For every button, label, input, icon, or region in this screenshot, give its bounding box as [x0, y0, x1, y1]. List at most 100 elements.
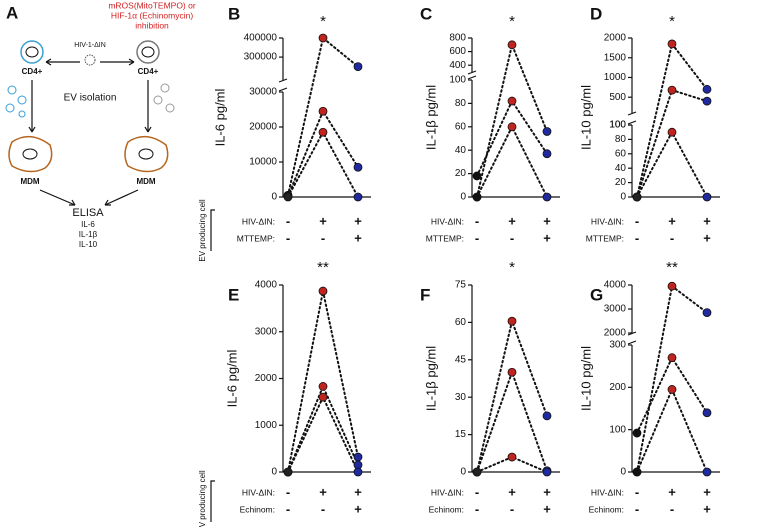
y-tick-label: 0 — [460, 467, 466, 478]
condition-mark: - — [510, 501, 514, 516]
condition-mark: + — [354, 501, 362, 516]
point — [507, 96, 517, 106]
macrophage — [124, 136, 169, 173]
condition-label: Echinom: — [589, 504, 624, 514]
point — [667, 385, 677, 394]
axis-break — [467, 70, 477, 80]
nucleus — [25, 46, 39, 58]
condition-mark: - — [286, 501, 290, 516]
point — [318, 33, 328, 43]
step-label: EV isolation — [64, 93, 117, 104]
y-tick-label: 1000 — [604, 72, 627, 83]
y-tick-label: 100 — [609, 120, 626, 131]
panel-label: E — [228, 285, 239, 304]
y-tick-label: 30 — [455, 392, 467, 403]
condition-mark: - — [321, 230, 325, 245]
bracket — [210, 209, 215, 251]
y-tick-label: 2000 — [604, 328, 627, 339]
y-tick-label: 80 — [455, 98, 467, 109]
y-tick-label: 1000 — [255, 420, 278, 431]
condition-mark: + — [319, 484, 327, 499]
point — [667, 39, 677, 49]
point — [318, 392, 328, 402]
condition-label: MTTEMP: — [426, 233, 464, 243]
condition-mark: - — [286, 484, 290, 499]
virus-label: HIV-1-ΔIN — [74, 42, 106, 49]
chart: E 0 1000 2000 3000 4000 IL-6 pg/ml ** HIV-ΔIN: - +… — [198, 259, 371, 527]
panel-label: D — [590, 4, 602, 23]
y-tick-label: 10000 — [249, 157, 277, 168]
point — [472, 192, 482, 202]
significance: * — [509, 259, 515, 276]
significance: * — [669, 13, 675, 30]
y-tick-label: 30000 — [249, 87, 277, 98]
condition-mark: - — [635, 213, 639, 228]
chart: C 0 20 40 60 80 100 400 600 800 IL-1β pg/ml * HIV-ΔI… — [420, 4, 560, 245]
condition-mark: + — [354, 213, 362, 228]
condition-label: HIV-ΔIN: — [242, 487, 275, 497]
point — [353, 62, 363, 72]
y-tick-label: 500 — [609, 92, 626, 103]
condition-mark: + — [508, 213, 516, 228]
y-tick-label: 100 — [449, 75, 466, 86]
condition-label: Echinom: — [240, 504, 275, 514]
condition-mark: + — [508, 484, 516, 499]
condition-mark: + — [354, 230, 362, 245]
point — [507, 316, 517, 326]
condition-mark: - — [475, 501, 479, 516]
point — [702, 467, 712, 477]
virus — [84, 54, 96, 66]
y-axis-label: IL-6 pg/ml — [224, 349, 239, 407]
analyte: IL-10 — [79, 240, 98, 249]
condition-mark: - — [475, 230, 479, 245]
y-tick-label: 100 — [609, 120, 626, 131]
condition-mark: - — [670, 501, 674, 516]
y-axis-label: IL-6 pg/ml — [212, 88, 227, 146]
y-tick-label: 60 — [455, 121, 467, 132]
donor-line — [636, 41, 708, 198]
y-tick-label: 0 — [271, 467, 277, 478]
bracket — [210, 480, 215, 522]
condition-label: HIV-ΔIN: — [242, 216, 275, 226]
donor-line — [636, 88, 708, 198]
point — [702, 308, 712, 318]
point — [283, 467, 293, 477]
y-tick-label: 3000 — [255, 326, 278, 337]
analyte: IL-1β — [79, 230, 98, 239]
point — [632, 428, 642, 438]
y-tick-label: 40 — [455, 145, 467, 156]
y-tick-label: 400000 — [244, 33, 278, 44]
condition-mark: - — [321, 501, 325, 516]
y-tick-label: 20 — [615, 177, 627, 188]
condition-label: Echinom: — [429, 504, 464, 514]
y-tick-label: 200 — [609, 382, 626, 393]
condition-mark: + — [319, 213, 327, 228]
condition-mark: + — [543, 501, 551, 516]
point — [318, 106, 328, 116]
condition-mark: - — [286, 230, 290, 245]
vesicles — [5, 85, 27, 118]
y-tick-label: 1500 — [604, 52, 627, 63]
condition-mark: - — [635, 230, 639, 245]
y-tick-label: 60 — [615, 148, 627, 159]
axis-break — [627, 111, 637, 125]
condition-mark: + — [703, 230, 711, 245]
significance: * — [320, 13, 326, 30]
inhibition-text: HIF-1α (Echinomycin) — [111, 10, 194, 20]
y-axis-label: IL-1β pg/ml — [423, 85, 438, 150]
panel-label: B — [228, 4, 240, 23]
significance: * — [509, 13, 515, 30]
y-tick-label: 45 — [455, 354, 467, 365]
macrophage — [8, 136, 53, 173]
point — [702, 84, 712, 94]
y-tick-label: 400 — [449, 60, 466, 71]
point — [318, 127, 328, 137]
donor-line — [476, 41, 548, 198]
point — [318, 382, 328, 391]
y-tick-label: 100 — [609, 424, 626, 435]
condition-label: MTTEMP: — [237, 233, 275, 243]
cell-label: MDM — [136, 177, 155, 186]
donor-line — [636, 284, 708, 473]
